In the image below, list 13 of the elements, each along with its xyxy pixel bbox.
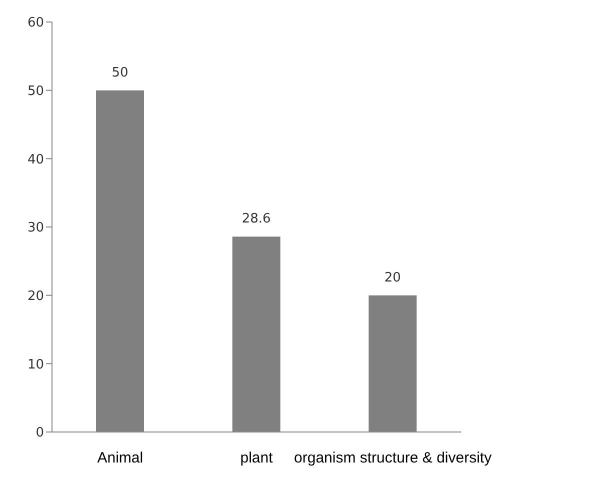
x-tick-label: plant bbox=[240, 450, 274, 467]
x-tick-label: Animal bbox=[97, 450, 144, 467]
y-tick-label: 50 bbox=[27, 84, 44, 99]
y-tick-label: 60 bbox=[27, 16, 44, 31]
y-tick-label: 20 bbox=[27, 288, 44, 304]
data-label: 20 bbox=[384, 270, 401, 286]
y-tick-label: 40 bbox=[27, 152, 44, 168]
y-tick-label: 0 bbox=[36, 426, 44, 441]
x-tick-label: organism structure & diversity bbox=[294, 450, 492, 467]
data-label: 28.6 bbox=[242, 212, 271, 227]
y-tick-label: 10 bbox=[27, 357, 44, 372]
y-tick-label: 30 bbox=[27, 220, 44, 236]
data-label: 50 bbox=[112, 65, 128, 80]
